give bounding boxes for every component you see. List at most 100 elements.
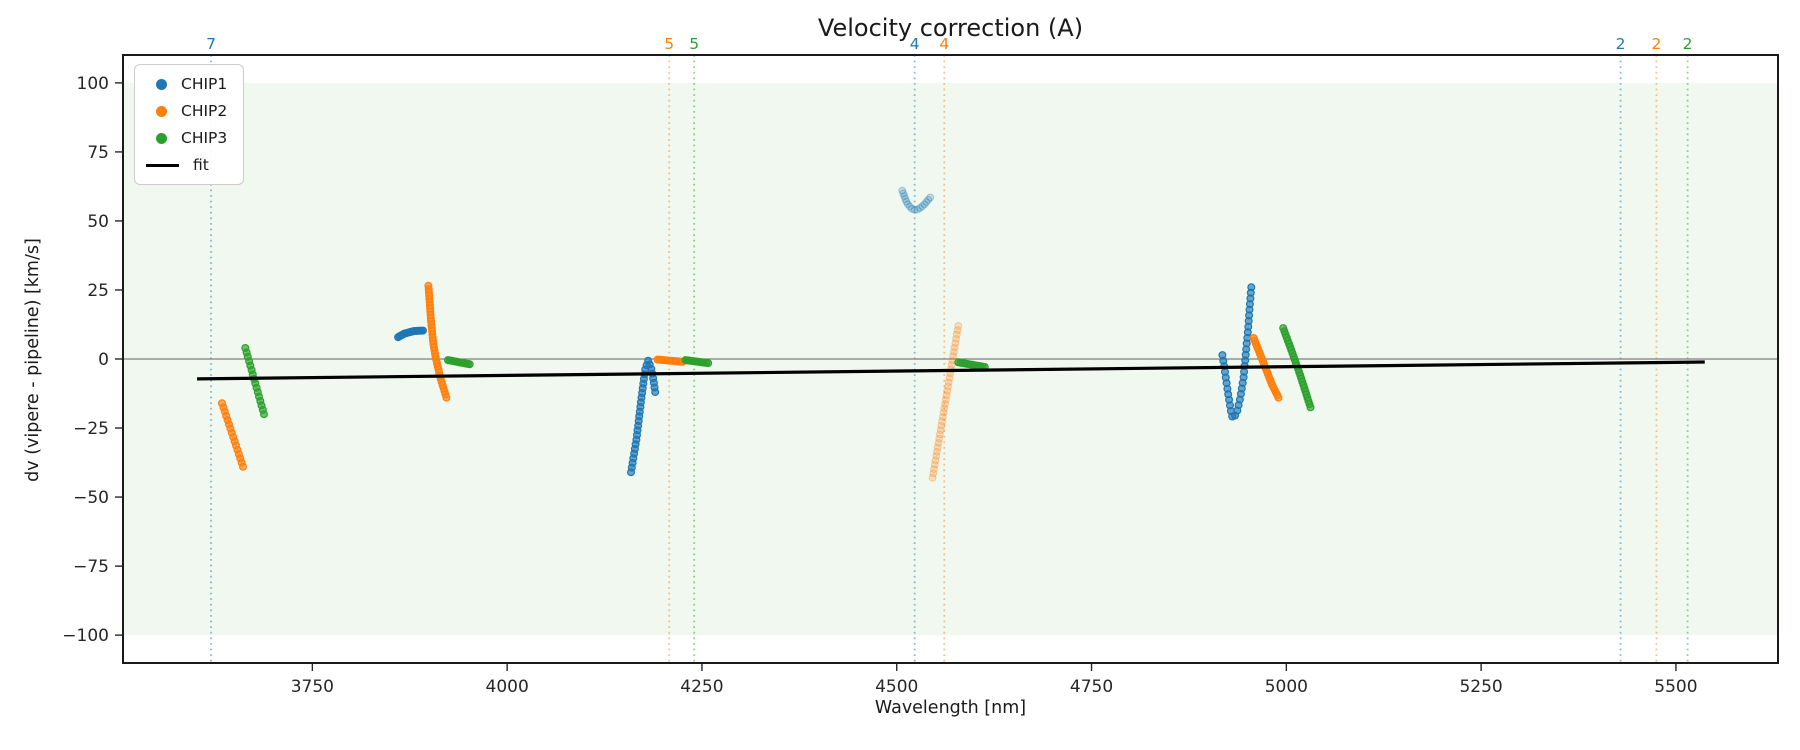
order-count-label: 4 xyxy=(910,35,920,53)
legend-label: fit xyxy=(193,156,209,174)
data-point xyxy=(944,378,953,387)
data-point xyxy=(942,391,951,400)
data-point xyxy=(651,388,660,397)
y-tick-label: −75 xyxy=(73,557,109,577)
legend-label: CHIP3 xyxy=(181,129,228,147)
data-point xyxy=(899,189,908,198)
legend: CHIP1 CHIP2 CHIP3 fit xyxy=(134,64,245,185)
scatter-series-chip3 xyxy=(241,324,1315,419)
chart-title: Velocity correction (A) xyxy=(817,14,1084,42)
data-point xyxy=(419,326,428,335)
chip3-marker-swatch xyxy=(156,132,167,144)
data-point xyxy=(934,439,943,448)
data-point xyxy=(1247,283,1256,292)
data-point xyxy=(952,334,961,343)
y-tick-label: 100 xyxy=(77,74,109,94)
x-tick-label: 3750 xyxy=(291,677,334,697)
data-point xyxy=(239,462,248,471)
scatter-series-chip2 xyxy=(218,281,1283,482)
order-count-label: 4 xyxy=(939,35,949,53)
order-count-label: 5 xyxy=(664,35,674,53)
data-point xyxy=(1274,393,1283,402)
x-tick-label: 4250 xyxy=(680,677,723,697)
order-count-label: 7 xyxy=(206,35,216,53)
data-point xyxy=(938,413,947,422)
data-point xyxy=(901,194,910,203)
data-point xyxy=(929,469,938,478)
data-point xyxy=(938,417,947,426)
data-point xyxy=(933,443,942,452)
data-point xyxy=(943,382,952,391)
data-point xyxy=(902,197,911,206)
data-point xyxy=(932,452,941,461)
data-point xyxy=(900,192,909,201)
data-point xyxy=(937,421,946,430)
data-point xyxy=(936,426,945,435)
data-point xyxy=(903,200,912,209)
data-point xyxy=(951,339,960,348)
data-point xyxy=(924,195,933,204)
data-point xyxy=(922,198,931,207)
data-point xyxy=(898,186,907,195)
data-point xyxy=(954,321,963,330)
data-point xyxy=(939,408,948,417)
x-tick-label: 4000 xyxy=(486,677,529,697)
x-axis-label: Wavelength [nm] xyxy=(874,698,1027,718)
y-axis-label: dv (vipere - pipeline) [km/s] xyxy=(23,238,43,482)
legend-item-chip3: CHIP3 xyxy=(146,126,227,150)
chip2-marker-swatch xyxy=(156,105,167,117)
data-point xyxy=(941,395,950,404)
y-tick-label: −100 xyxy=(62,626,109,646)
fit-line xyxy=(197,360,1705,381)
data-point xyxy=(465,360,474,369)
y-tick-label: 50 xyxy=(87,212,109,232)
data-point xyxy=(1306,403,1315,412)
y-tick-label: −25 xyxy=(73,419,109,439)
y-tick-label: 25 xyxy=(87,281,109,301)
data-point xyxy=(950,343,959,352)
data-point xyxy=(949,352,958,361)
x-tick-label: 5500 xyxy=(1654,677,1697,697)
order-count-label: 2 xyxy=(1616,35,1626,53)
order-count-label: 2 xyxy=(1652,35,1662,53)
data-point xyxy=(941,400,950,409)
data-point xyxy=(953,326,962,335)
data-point xyxy=(442,393,451,402)
legend-label: CHIP2 xyxy=(181,102,228,120)
data-point xyxy=(905,202,914,211)
x-tick-label: 5250 xyxy=(1459,677,1502,697)
data-point xyxy=(926,193,935,202)
data-point xyxy=(940,404,949,413)
data-point xyxy=(931,456,940,465)
legend-label: CHIP1 xyxy=(181,75,228,93)
legend-item-chip2: CHIP2 xyxy=(146,99,227,123)
data-point xyxy=(929,465,938,474)
data-point xyxy=(932,447,941,456)
data-point xyxy=(704,359,713,368)
x-tick-label: 5000 xyxy=(1265,677,1308,697)
data-point xyxy=(910,205,919,214)
axis-ticks: 3750 4000 4250 4500 4750 5000 5250 5500 100 75 50 2… xyxy=(62,74,1697,697)
data-point xyxy=(260,410,269,419)
y-tick-label: 75 xyxy=(87,143,109,163)
order-count-label: 5 xyxy=(689,35,699,53)
chip1-marker-swatch xyxy=(156,78,167,90)
data-point xyxy=(949,347,958,356)
data-point xyxy=(935,430,944,439)
data-point xyxy=(907,204,916,213)
y-tick-label: −50 xyxy=(73,488,109,508)
data-point xyxy=(935,434,944,443)
data-point xyxy=(915,204,924,213)
legend-item-chip1: CHIP1 xyxy=(146,72,227,96)
order-count-label: 2 xyxy=(1683,35,1693,53)
data-point xyxy=(930,460,939,469)
data-point xyxy=(918,202,927,211)
plot-spines xyxy=(122,54,1779,664)
data-point xyxy=(913,205,922,214)
data-point xyxy=(920,200,929,209)
x-tick-label: 4500 xyxy=(875,677,918,697)
fit-line-swatch xyxy=(146,163,179,167)
y-tick-label: 0 xyxy=(98,350,109,370)
